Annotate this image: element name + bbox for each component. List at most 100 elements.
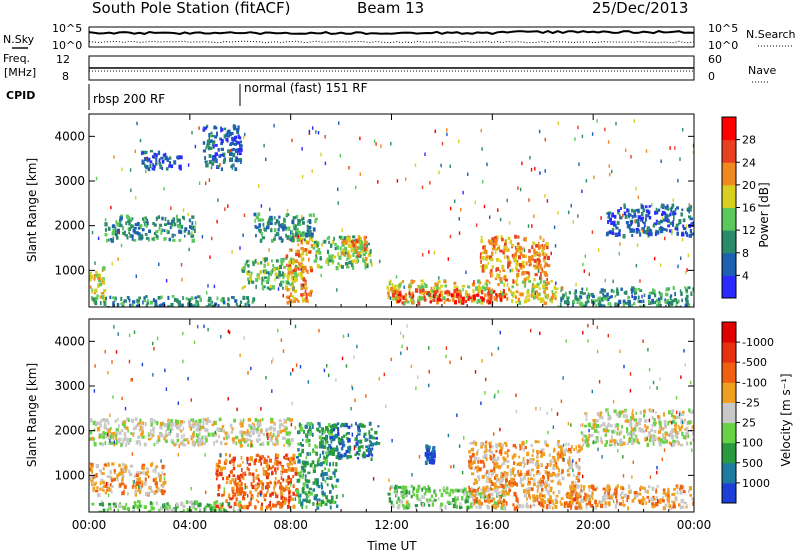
echo-cell [315,256,318,260]
echo-cell [126,295,129,299]
echo-cell [402,301,406,306]
echo-cell [222,502,224,506]
echo-cell [520,292,524,297]
echo-cell [692,150,694,154]
echo-cell [182,296,184,300]
echo-cell [485,456,487,460]
echo-cell [425,444,428,448]
echo-cell [503,505,507,509]
echo-cell [266,221,270,226]
echo-cell [153,442,156,447]
echo-cell [675,496,678,502]
echo-cell [475,286,478,291]
echo-cell [490,492,494,496]
echo-cell [630,288,634,292]
echo-cell [306,240,310,245]
echo-cell [419,286,422,290]
echo-cell [686,268,688,272]
echo-cell [506,198,508,203]
echo-cell [240,482,243,486]
echo-cell [456,498,459,501]
echo-cell [95,473,98,478]
echo-cell [306,434,309,439]
echo-cell [159,421,163,426]
echo-cell [591,434,594,437]
echo-cell [543,252,546,256]
echo-cell [433,251,435,255]
echo-cell [286,300,290,305]
echo-cell [600,500,603,504]
echo-cell [329,451,333,456]
echo-cell [491,504,495,509]
echo-cell [631,306,635,307]
echo-cell [358,235,361,240]
echo-cell [255,278,259,282]
echo-cell [303,238,306,242]
echo-cell [295,253,299,257]
echo-cell [615,423,619,428]
echo-cell [543,271,547,276]
echo-cell [220,298,223,302]
echo-cell [165,279,168,283]
echo-cell [316,243,319,248]
echo-cell [563,504,566,508]
echo-cell [577,466,581,471]
echo-cell [513,453,517,458]
echo-cell [654,300,657,304]
echo-cell [209,255,211,259]
echo-cell [357,439,360,443]
echo-cell [476,465,480,470]
echo-cell [532,497,536,503]
echo-cell [128,298,131,303]
echo-cell [126,438,130,443]
echo-cell [631,498,635,503]
echo-cell [609,302,612,307]
echo-cell [121,479,123,483]
echo-cell [115,439,118,442]
echo-cell [415,493,419,498]
echo-cell [348,166,350,170]
echo-cell [635,422,638,427]
echo-cell [357,433,361,436]
echo-cell [485,282,488,287]
echo-cell [616,220,620,225]
echo-cell [93,442,97,447]
echo-cell [501,491,505,496]
echo-cell [531,468,534,472]
echo-cell [514,245,517,250]
echo-cell [205,428,209,433]
echo-cell [247,505,250,508]
echo-cell [97,283,100,288]
echo-cell [288,267,292,271]
echo-cell [307,430,310,434]
echo-cell [351,262,353,268]
echo-cell [188,219,191,222]
echo-cell [609,424,613,428]
echo-cell [237,148,240,153]
echo-cell [428,487,431,491]
echo-cell [470,502,473,506]
echo-cell [461,488,464,493]
echo-cell [490,296,493,301]
echo-cell [112,228,116,233]
echo-cell [528,258,532,263]
echo-cell [658,304,662,307]
echo-cell [220,167,223,172]
echo-cell [518,263,523,267]
echo-cell [656,230,660,235]
echo-cell [549,495,552,500]
echo-cell [547,499,549,503]
echo-cell [431,289,435,293]
echo-cell [679,505,682,510]
echo-cell [188,230,190,233]
echo-cell [549,488,553,492]
echo-cell [541,494,545,498]
echo-cell [310,234,314,239]
echo-cell [374,442,378,446]
echo-cell [642,299,645,304]
echo-cell [270,425,273,429]
echo-cell [577,506,580,510]
echo-cell [277,434,279,438]
echo-cell [242,418,245,423]
echo-cell [623,493,627,498]
